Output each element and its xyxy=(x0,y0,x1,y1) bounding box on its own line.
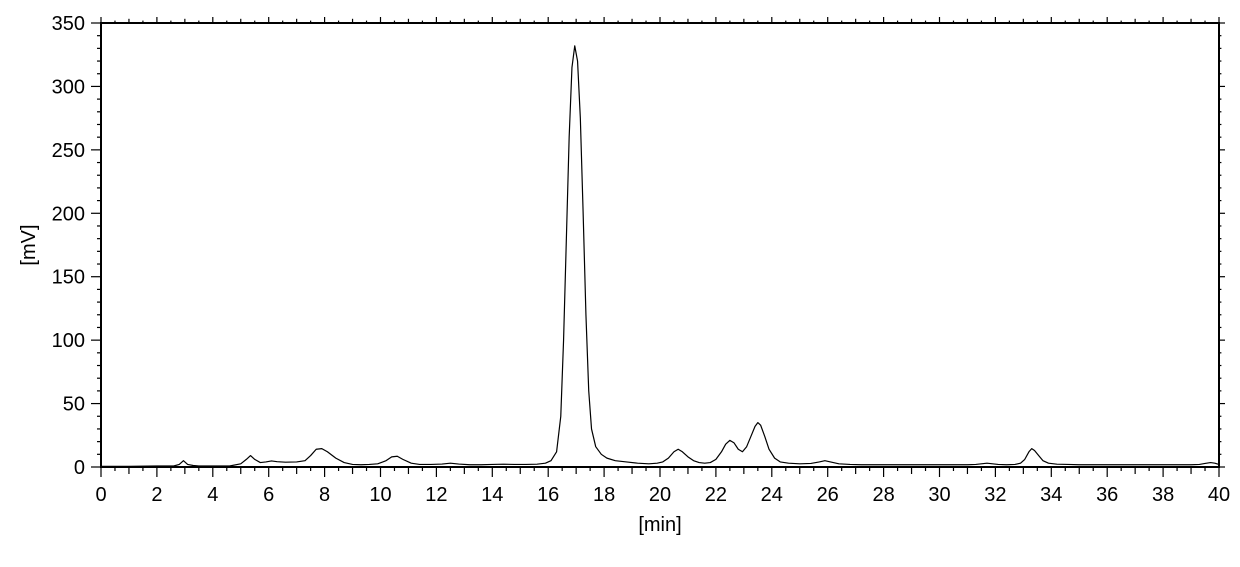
x-tick-label: 2 xyxy=(151,484,162,506)
y-tick-label: 350 xyxy=(52,13,85,35)
y-tick-label: 50 xyxy=(63,394,85,416)
x-tick-label: 26 xyxy=(817,484,839,506)
x-tick-label: 0 xyxy=(95,484,106,506)
chromatogram-chart: 0246810121416182022242628303234363840[mi… xyxy=(0,0,1240,567)
y-axis-label: [mV] xyxy=(18,224,40,265)
x-tick-label: 30 xyxy=(928,484,950,506)
x-tick-label: 20 xyxy=(649,484,671,506)
x-tick-label: 16 xyxy=(537,484,559,506)
x-tick-label: 32 xyxy=(984,484,1006,506)
x-tick-label: 14 xyxy=(481,484,503,506)
x-tick-label: 6 xyxy=(263,484,274,506)
x-tick-label: 10 xyxy=(369,484,391,506)
x-tick-label: 12 xyxy=(425,484,447,506)
y-tick-label: 0 xyxy=(74,457,85,479)
x-tick-label: 18 xyxy=(593,484,615,506)
x-tick-label: 8 xyxy=(319,484,330,506)
plot-border xyxy=(101,23,1219,467)
x-axis-label: [min] xyxy=(638,514,681,536)
chart-svg: 0246810121416182022242628303234363840[mi… xyxy=(0,0,1240,567)
y-tick-label: 100 xyxy=(52,330,85,352)
y-tick-label: 250 xyxy=(52,140,85,162)
x-tick-label: 24 xyxy=(761,484,783,506)
y-tick-label: 300 xyxy=(52,76,85,98)
x-tick-label: 22 xyxy=(705,484,727,506)
x-tick-label: 28 xyxy=(872,484,894,506)
x-tick-label: 38 xyxy=(1152,484,1174,506)
x-tick-label: 36 xyxy=(1096,484,1118,506)
series-chromatogram xyxy=(101,46,1219,467)
y-tick-label: 200 xyxy=(52,203,85,225)
x-tick-label: 34 xyxy=(1040,484,1062,506)
x-tick-label: 40 xyxy=(1208,484,1230,506)
x-tick-label: 4 xyxy=(207,484,218,506)
y-tick-label: 150 xyxy=(52,267,85,289)
